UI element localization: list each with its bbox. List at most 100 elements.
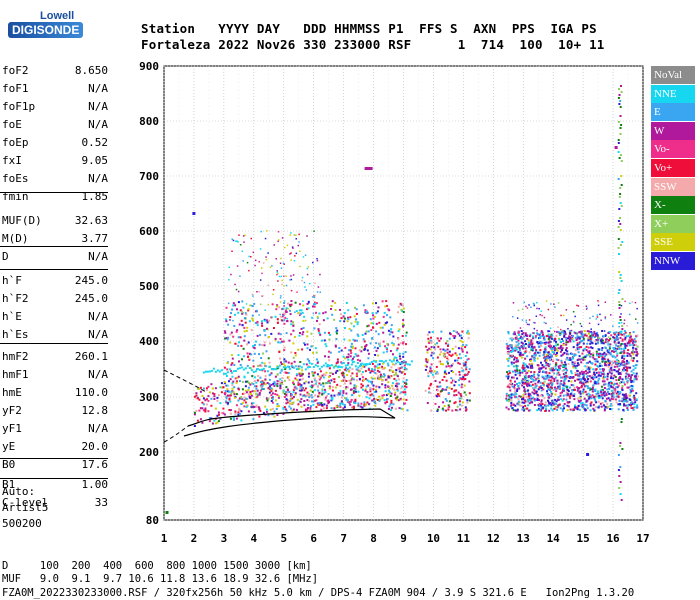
param-row: yF1 N/A	[2, 420, 108, 438]
x-tick-label: 8	[370, 532, 377, 545]
panel-separator	[0, 478, 108, 479]
param-row: foF1 N/A	[2, 80, 108, 98]
param-name: yE	[2, 440, 16, 453]
y-tick-label: 400	[139, 335, 159, 348]
legend-item-vo-: Vo-	[651, 140, 695, 159]
param-name: foEs	[2, 172, 29, 185]
param-value: N/A	[88, 100, 108, 113]
panel-separator	[0, 458, 108, 459]
param-row: h`Es N/A	[2, 326, 108, 344]
param-value: 260.1	[74, 350, 108, 363]
profile-lower	[163, 425, 189, 443]
param-name: hmF1	[2, 368, 29, 381]
x-tick-label: 14	[547, 532, 561, 545]
x-tick-label: 1	[161, 532, 168, 545]
y-tick-label: 800	[139, 115, 159, 128]
param-value: 245.0	[74, 274, 108, 287]
param-name: foF2	[2, 64, 29, 77]
panel-separator	[0, 246, 108, 247]
x-tick-label: 15	[577, 532, 590, 545]
param-row: foF2 8.650	[2, 62, 108, 80]
param-row: hmF2 260.1	[2, 348, 108, 366]
param-row: yF2 12.8	[2, 402, 108, 420]
legend-item-x-: X-	[651, 196, 695, 215]
y-tick-label: 300	[139, 391, 159, 404]
param-name: h`F	[2, 274, 22, 287]
footer-distance-row: D 100 200 400 600 800 1000 1500 3000 [km…	[2, 560, 312, 572]
param-value: 9.05	[81, 154, 109, 167]
param-value: 1.00	[81, 478, 109, 491]
legend-item-sse: SSE	[651, 233, 695, 252]
y-tick-label: 200	[139, 446, 159, 459]
param-name: B0	[2, 458, 16, 471]
param-name: h`E	[2, 310, 22, 323]
param-row: C-level 33	[2, 494, 108, 512]
param-value: 12.8	[81, 404, 109, 417]
y-tick-label: 80	[146, 514, 159, 527]
param-row: B0 17.6	[2, 456, 108, 474]
param-row: h`F2 245.0	[2, 290, 108, 308]
legend-item-nnw: NNW	[651, 252, 695, 270]
param-name: h`Es	[2, 328, 29, 341]
lowell-logo-text: Lowell	[40, 10, 75, 22]
param-name: foE	[2, 118, 22, 131]
legend-item-nne: NNE	[651, 84, 695, 103]
y-tick-label: 600	[139, 225, 159, 238]
param-name: C-level	[2, 496, 49, 509]
y-tick-label: 500	[139, 280, 159, 293]
param-name: M(D)	[2, 232, 29, 245]
param-value: 110.0	[74, 386, 108, 399]
param-value: N/A	[88, 422, 108, 435]
legend-item-noval: NoVal	[651, 66, 695, 84]
param-row: fmin 1.85	[2, 188, 108, 206]
param-name: foF1p	[2, 100, 36, 113]
echo-traces	[165, 85, 639, 514]
param-name: hmE	[2, 386, 22, 399]
param-value: N/A	[88, 172, 108, 185]
header-values: Fortaleza 2022 Nov26 330 233000 RSF 1 71…	[141, 37, 605, 52]
x-tick-label: 16	[606, 532, 620, 545]
footer-muf-row: MUF 9.0 9.1 9.7 10.6 11.8 13.6 18.9 32.6…	[2, 573, 319, 585]
param-value: N/A	[88, 82, 108, 95]
param-value: 17.6	[81, 458, 109, 471]
param-row: foEp 0.52	[2, 134, 108, 152]
param-value: N/A	[88, 118, 108, 131]
param-name: fxI	[2, 154, 22, 167]
param-row: hmF1 N/A	[2, 366, 108, 384]
legend-item-vo-: Vo+	[651, 159, 695, 177]
param-row: D N/A	[2, 248, 108, 266]
param-row: M(D) 3.77	[2, 230, 108, 248]
param-row: MUF(D) 32.63	[2, 212, 108, 230]
x-tick-label: 5	[280, 532, 287, 545]
param-row: B1 1.00	[2, 476, 108, 494]
param-value: 32.63	[74, 214, 108, 227]
auto-version: 500200	[2, 517, 42, 530]
panel-separator	[0, 343, 108, 344]
param-value: 3.77	[81, 232, 109, 245]
plot-frame	[163, 65, 644, 521]
param-value: N/A	[88, 250, 108, 263]
panel-separator	[0, 192, 108, 193]
param-row: foF1p N/A	[2, 98, 108, 116]
x-tick-label: 11	[457, 532, 471, 545]
auto-algorithm: Artist5	[2, 501, 49, 514]
param-value: 1.85	[81, 190, 109, 203]
param-row: hmE 110.0	[2, 384, 108, 402]
param-value: N/A	[88, 328, 108, 341]
param-name: yF1	[2, 422, 22, 435]
param-name: MUF(D)	[2, 214, 42, 227]
param-value: 0.52	[81, 136, 109, 149]
auto-label: Auto:	[2, 485, 36, 498]
x-tick-label: 4	[251, 532, 258, 545]
param-name: fmin	[2, 190, 29, 203]
param-name: h`F2	[2, 292, 29, 305]
param-name: foEp	[2, 136, 29, 149]
param-value: 33	[94, 496, 108, 509]
profile-curve	[183, 408, 396, 437]
param-name: B1	[2, 478, 16, 491]
legend-item-x-: X+	[651, 214, 695, 233]
param-value: 20.0	[81, 440, 109, 453]
param-name: hmF2	[2, 350, 29, 363]
legend-item-w: W	[651, 121, 695, 140]
